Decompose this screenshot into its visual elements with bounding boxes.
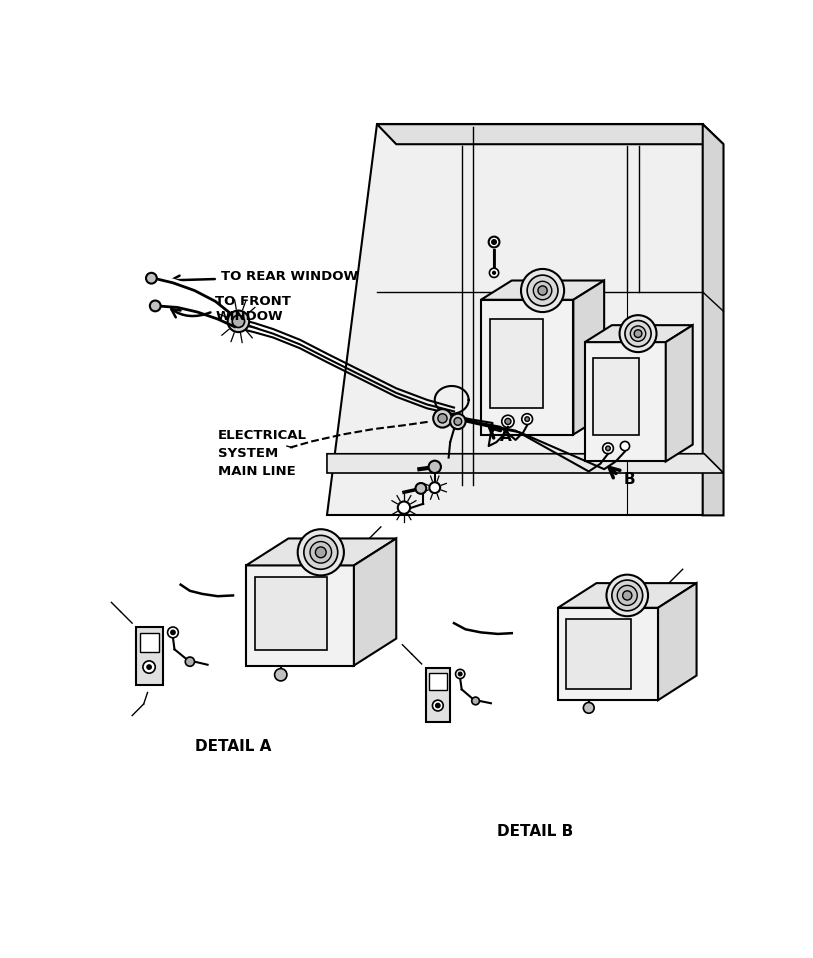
Circle shape	[310, 541, 332, 563]
Polygon shape	[246, 538, 396, 565]
Circle shape	[185, 657, 194, 666]
Circle shape	[606, 446, 611, 450]
Text: TO REAR WINDOW: TO REAR WINDOW	[220, 270, 358, 284]
Circle shape	[521, 269, 564, 312]
Circle shape	[538, 285, 547, 295]
Circle shape	[455, 670, 465, 678]
Polygon shape	[702, 125, 724, 515]
Polygon shape	[666, 325, 693, 462]
Circle shape	[146, 273, 157, 284]
Circle shape	[472, 697, 480, 705]
Circle shape	[493, 271, 496, 274]
Circle shape	[428, 461, 441, 473]
Polygon shape	[140, 633, 159, 651]
Circle shape	[489, 268, 498, 278]
Polygon shape	[425, 668, 450, 721]
Circle shape	[634, 330, 642, 337]
Polygon shape	[327, 125, 702, 515]
Text: TO FRONT
WINDOW: TO FRONT WINDOW	[215, 295, 291, 323]
Polygon shape	[481, 300, 573, 435]
Circle shape	[505, 419, 511, 424]
Circle shape	[143, 661, 155, 673]
Circle shape	[315, 547, 326, 558]
Circle shape	[147, 665, 151, 670]
Text: DETAIL A: DETAIL A	[195, 739, 272, 754]
Polygon shape	[566, 619, 631, 689]
Circle shape	[620, 442, 629, 450]
Circle shape	[450, 414, 466, 429]
Circle shape	[584, 702, 594, 714]
Polygon shape	[490, 319, 542, 407]
Circle shape	[612, 580, 642, 611]
Polygon shape	[558, 583, 697, 607]
Circle shape	[525, 417, 529, 422]
Circle shape	[436, 703, 440, 708]
Circle shape	[438, 414, 447, 423]
Polygon shape	[428, 673, 447, 690]
Polygon shape	[377, 125, 724, 145]
Circle shape	[459, 673, 462, 676]
Text: A: A	[500, 429, 512, 445]
Circle shape	[623, 591, 632, 600]
Circle shape	[527, 275, 558, 306]
Circle shape	[502, 415, 514, 427]
Polygon shape	[558, 607, 658, 700]
Circle shape	[233, 315, 245, 328]
Polygon shape	[354, 538, 396, 666]
Circle shape	[298, 529, 344, 576]
Polygon shape	[327, 454, 724, 473]
Polygon shape	[585, 325, 693, 342]
Circle shape	[630, 326, 646, 341]
Polygon shape	[136, 627, 163, 685]
Polygon shape	[573, 281, 604, 435]
Circle shape	[398, 501, 410, 513]
Circle shape	[617, 585, 637, 605]
Polygon shape	[593, 357, 639, 435]
Circle shape	[304, 536, 337, 569]
Circle shape	[620, 315, 657, 353]
Circle shape	[602, 443, 613, 454]
Text: DETAIL B: DETAIL B	[497, 824, 573, 838]
Polygon shape	[246, 565, 354, 666]
Circle shape	[433, 700, 443, 711]
Circle shape	[167, 627, 178, 638]
Circle shape	[625, 321, 651, 347]
Circle shape	[533, 282, 552, 300]
Circle shape	[492, 240, 497, 244]
Circle shape	[150, 301, 161, 311]
Circle shape	[415, 483, 426, 493]
Circle shape	[606, 575, 648, 616]
Text: ELECTRICAL
SYSTEM
MAIN LINE: ELECTRICAL SYSTEM MAIN LINE	[218, 429, 307, 478]
Circle shape	[228, 310, 250, 332]
Circle shape	[433, 409, 452, 427]
Polygon shape	[658, 583, 697, 700]
Circle shape	[454, 418, 462, 425]
Circle shape	[489, 237, 499, 247]
Circle shape	[171, 630, 176, 635]
Text: B: B	[624, 472, 635, 488]
Polygon shape	[255, 577, 327, 650]
Circle shape	[429, 482, 440, 493]
Polygon shape	[585, 342, 666, 462]
Circle shape	[275, 669, 287, 681]
Circle shape	[522, 414, 533, 424]
Polygon shape	[481, 281, 604, 300]
